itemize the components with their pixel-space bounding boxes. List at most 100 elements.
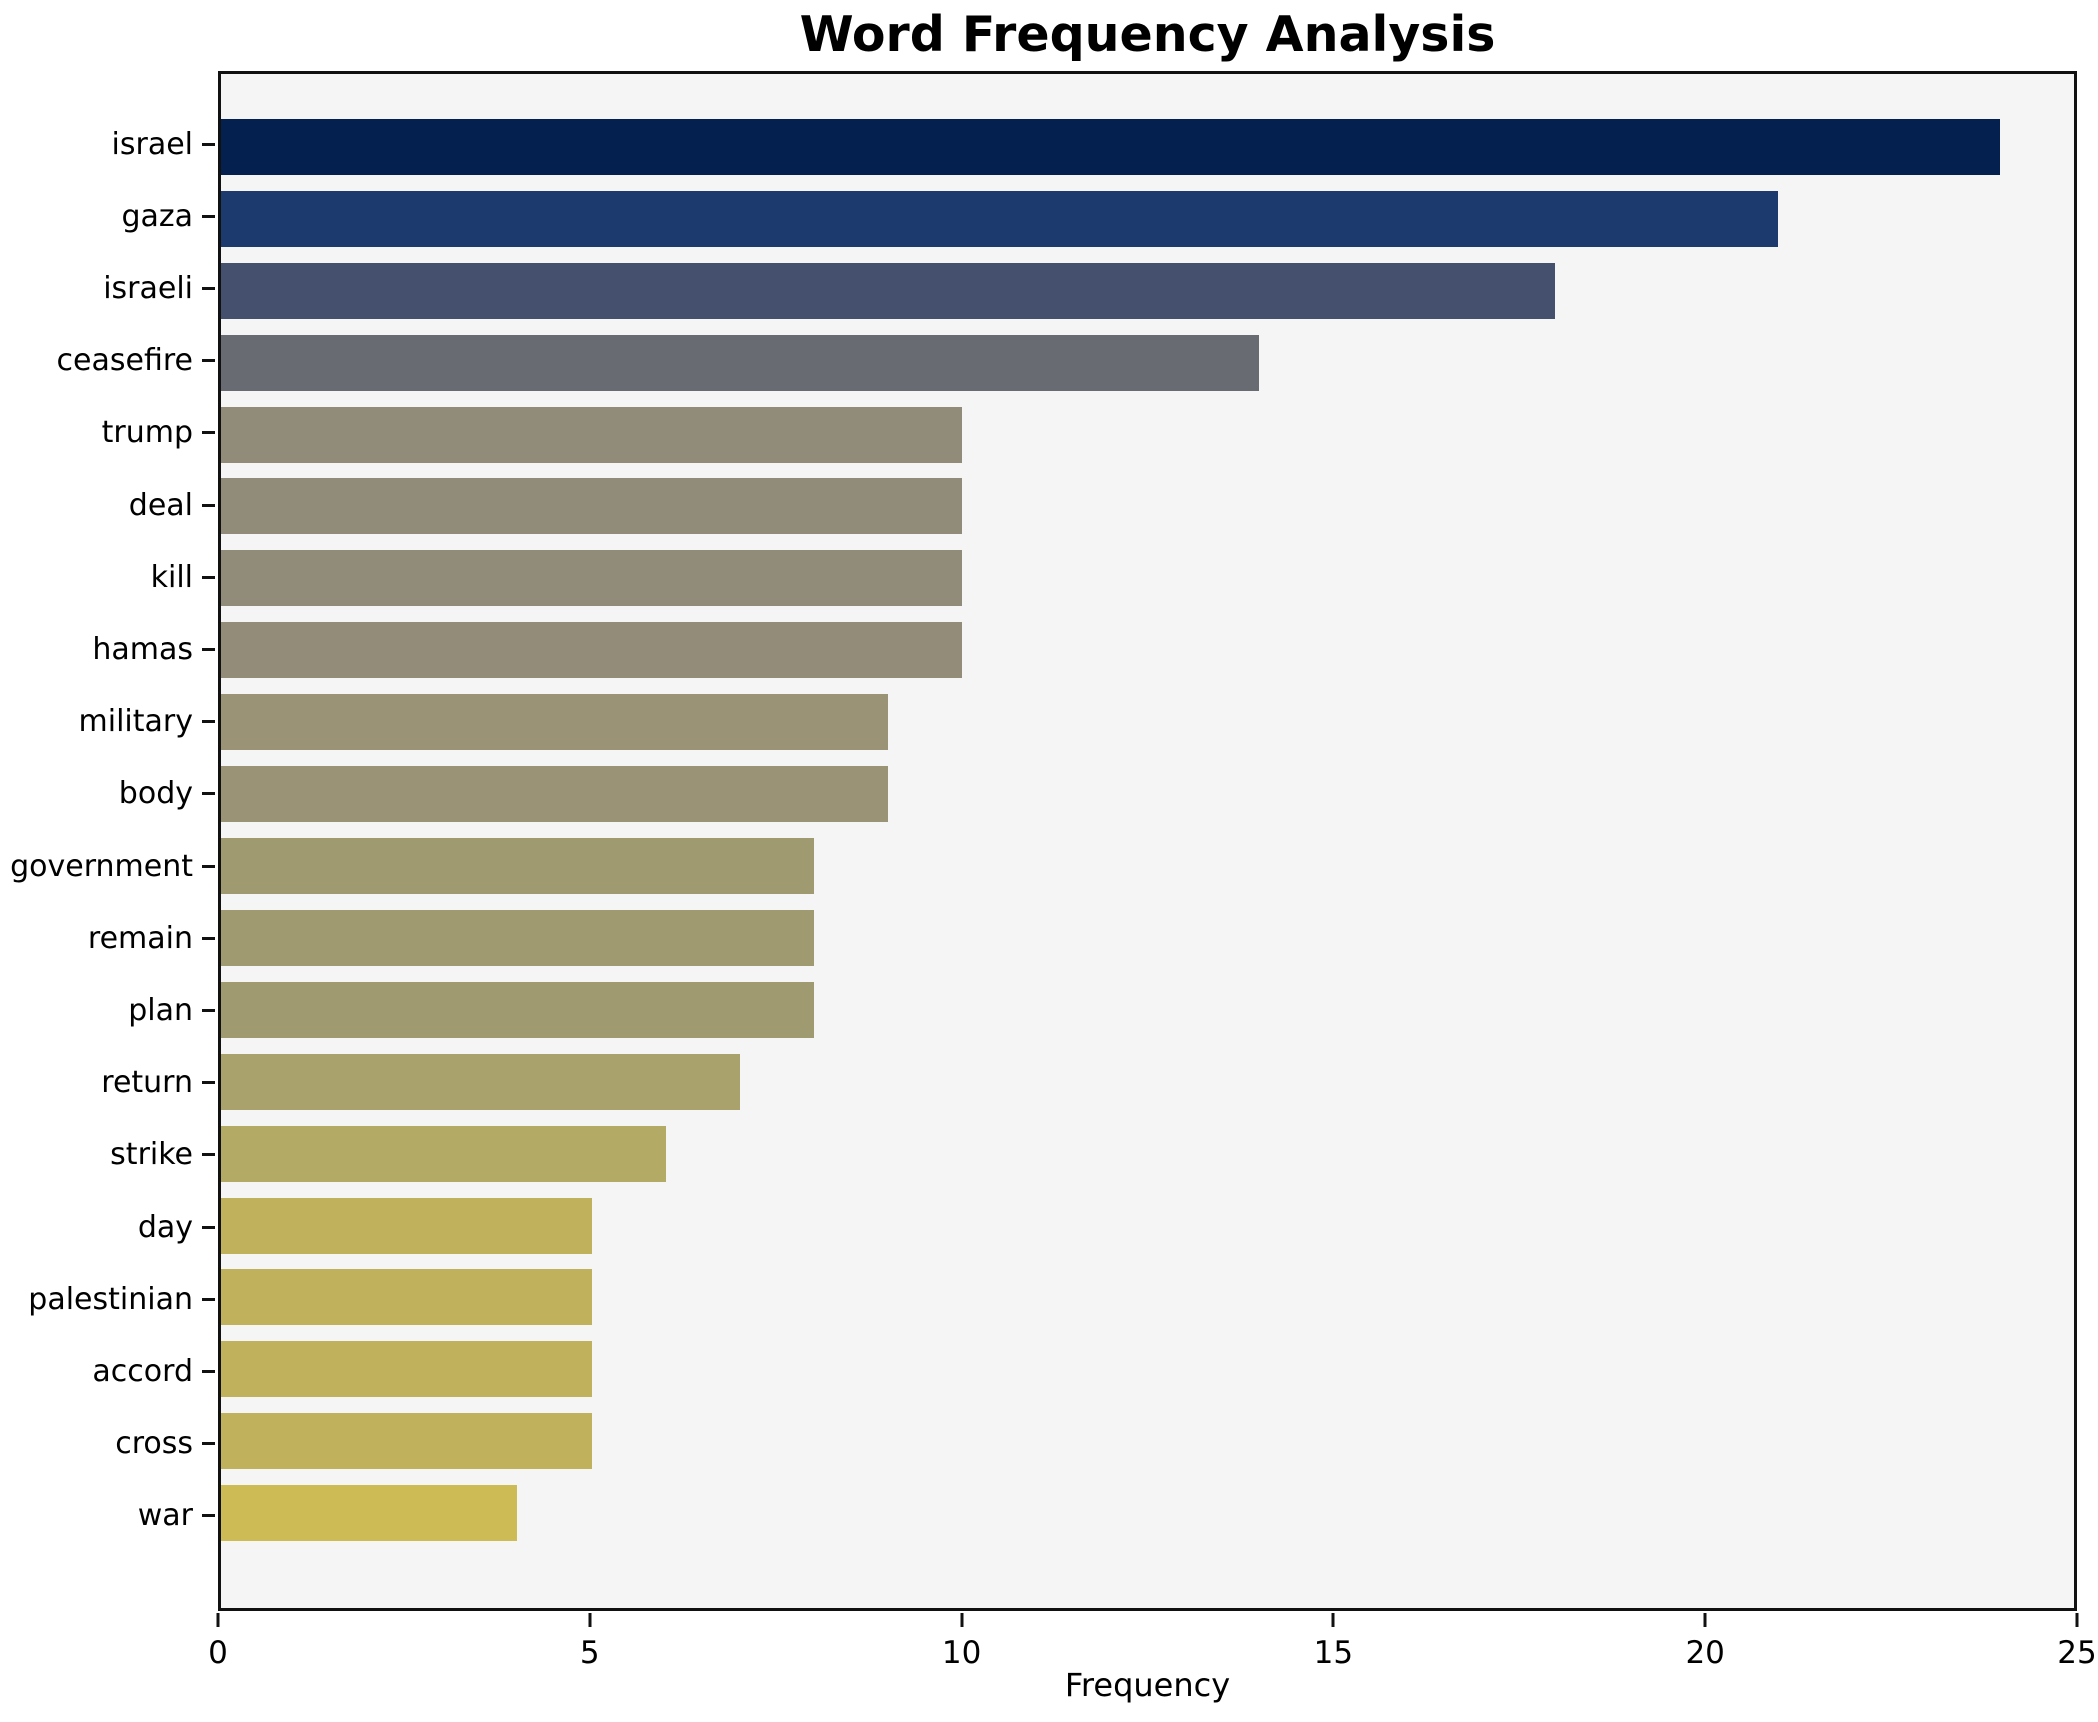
- y-axis-labels: israel gaza israeli ceasefire trump deal kill h…: [0, 71, 215, 1611]
- bar-row: [221, 1405, 2074, 1477]
- bar-cross: [221, 1413, 592, 1470]
- y-axis-label: military: [78, 704, 193, 740]
- y-axis-tick: [202, 1081, 215, 1085]
- y-label-row: return: [0, 1047, 215, 1119]
- x-axis-tick: [588, 1613, 592, 1627]
- bar-kill: [221, 550, 963, 607]
- bar-remain: [221, 909, 814, 966]
- x-axis-tick-label: 25: [2057, 1635, 2097, 1671]
- y-axis-label: cross: [115, 1426, 193, 1462]
- bar-deal: [221, 478, 963, 535]
- bar-row: [221, 1262, 2074, 1334]
- y-axis-label: ceasefire: [56, 343, 193, 379]
- y-axis-label: remain: [87, 920, 193, 956]
- y-axis-tick: [202, 1297, 215, 1301]
- y-axis-label: war: [137, 1498, 193, 1534]
- y-label-row: body: [0, 758, 215, 830]
- bar-return: [221, 1053, 740, 1110]
- y-axis-label: body: [118, 776, 193, 812]
- y-label-row: plan: [0, 974, 215, 1046]
- y-axis-tick: [202, 431, 215, 435]
- y-axis-label: strike: [110, 1137, 193, 1173]
- y-axis-tick: [202, 1153, 215, 1157]
- y-axis-label: trump: [101, 415, 193, 451]
- y-axis-label: plan: [128, 993, 193, 1029]
- y-axis-label: gaza: [121, 198, 193, 234]
- plot-area: [218, 71, 2077, 1611]
- y-label-row: day: [0, 1191, 215, 1263]
- y-axis-tick: [202, 720, 215, 724]
- bar-strike: [221, 1125, 666, 1182]
- y-label-row: palestinian: [0, 1263, 215, 1335]
- bar-row: [221, 1190, 2074, 1262]
- bar-row: [221, 1477, 2074, 1549]
- y-axis-label: accord: [92, 1354, 193, 1390]
- y-axis-label: deal: [128, 487, 193, 523]
- bar-row: [221, 399, 2074, 471]
- y-axis-label: israel: [111, 126, 193, 162]
- y-axis-tick: [202, 1514, 215, 1518]
- y-label-row: israeli: [0, 252, 215, 324]
- bar-row: [221, 686, 2074, 758]
- bar-row: [221, 542, 2074, 614]
- y-axis-tick: [202, 792, 215, 796]
- y-label-row: strike: [0, 1119, 215, 1191]
- bar-row: [221, 830, 2074, 902]
- bar-palestinian: [221, 1269, 592, 1326]
- x-axis-tick: [960, 1613, 964, 1627]
- bar-plan: [221, 981, 814, 1038]
- y-axis-tick: [202, 936, 215, 940]
- bar-ceasefire: [221, 334, 1259, 391]
- y-axis-tick: [202, 864, 215, 868]
- y-axis-tick: [202, 359, 215, 363]
- y-axis-tick: [202, 648, 215, 652]
- y-axis-tick: [202, 287, 215, 290]
- y-label-row: gaza: [0, 180, 215, 252]
- y-axis-tick: [202, 1370, 215, 1374]
- bar-accord: [221, 1341, 592, 1398]
- y-axis-label: kill: [150, 559, 193, 595]
- bar-row: [221, 1118, 2074, 1190]
- y-axis-tick: [202, 575, 215, 579]
- bar-trump: [221, 406, 963, 463]
- y-axis-label: return: [101, 1065, 193, 1101]
- x-axis-tick-label: 10: [941, 1635, 982, 1671]
- x-axis-title: Frequency: [1064, 1666, 1231, 1704]
- y-label-row: ceasefire: [0, 325, 215, 397]
- y-axis-label: palestinian: [28, 1281, 193, 1317]
- y-label-row: war: [0, 1480, 215, 1552]
- x-axis-tick: [2075, 1613, 2079, 1627]
- bar-row: [221, 111, 2074, 183]
- y-axis-tick: [202, 1225, 215, 1229]
- bar-government: [221, 838, 814, 895]
- y-axis-tick: [202, 1009, 215, 1013]
- x-axis-tick: [216, 1613, 220, 1627]
- y-label-row: military: [0, 686, 215, 758]
- y-axis-tick: [202, 1442, 215, 1446]
- bar-israel: [221, 118, 2000, 175]
- y-label-row: hamas: [0, 613, 215, 685]
- bar-israeli: [221, 262, 1556, 319]
- bar-day: [221, 1197, 592, 1254]
- bar-row: [221, 902, 2074, 974]
- y-label-row: remain: [0, 902, 215, 974]
- y-axis-tick: [202, 142, 215, 146]
- y-axis-label: israeli: [103, 271, 193, 306]
- y-axis-label: government: [10, 848, 193, 884]
- x-axis-tick: [1331, 1613, 1335, 1627]
- bar-row: [221, 1046, 2074, 1118]
- chart-title: Word Frequency Analysis: [799, 6, 1496, 63]
- bar-gaza: [221, 190, 1778, 247]
- x-axis-tick-label: 5: [579, 1635, 600, 1671]
- y-label-row: trump: [0, 397, 215, 469]
- y-label-row: cross: [0, 1408, 215, 1480]
- y-axis-tick: [202, 503, 215, 507]
- y-label-row: kill: [0, 541, 215, 613]
- y-label-row: israel: [0, 108, 215, 180]
- bar-row: [221, 614, 2074, 686]
- x-axis-tick-label: 20: [1685, 1635, 1725, 1671]
- bar-row: [221, 758, 2074, 830]
- y-axis-label: day: [137, 1209, 193, 1245]
- y-axis-label: hamas: [92, 632, 193, 668]
